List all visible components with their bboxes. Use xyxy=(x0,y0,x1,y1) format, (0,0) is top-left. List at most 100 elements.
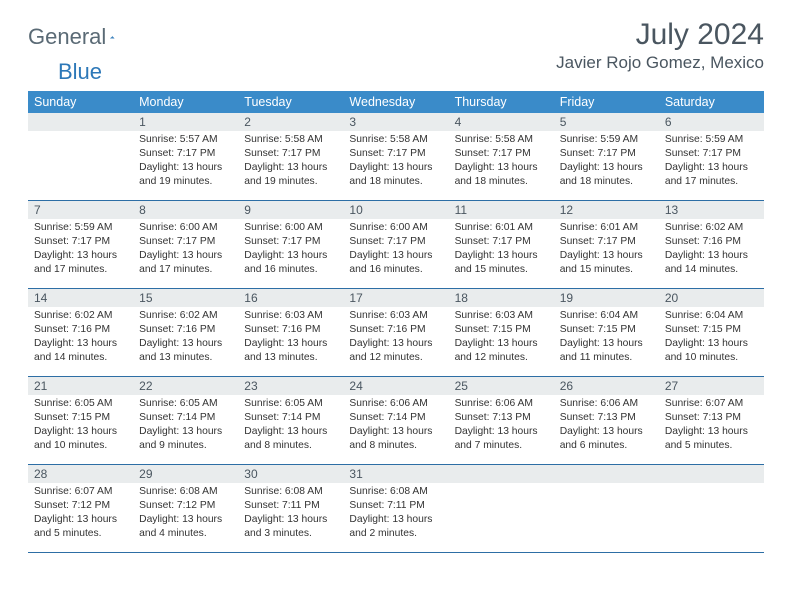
brand-logo: General xyxy=(28,24,138,50)
daylight-text-1: Daylight: 13 hours xyxy=(665,425,758,439)
day-number: 13 xyxy=(659,201,764,219)
sunrise-text: Sunrise: 6:06 AM xyxy=(349,397,442,411)
daylight-text-1: Daylight: 13 hours xyxy=(244,425,337,439)
calendar-table: Sunday Monday Tuesday Wednesday Thursday… xyxy=(28,91,764,553)
daylight-text-1: Daylight: 13 hours xyxy=(34,425,127,439)
sunset-text: Sunset: 7:13 PM xyxy=(560,411,653,425)
day-details: Sunrise: 6:00 AMSunset: 7:17 PMDaylight:… xyxy=(133,219,238,281)
daylight-text-2: and 16 minutes. xyxy=(244,263,337,277)
sunset-text: Sunset: 7:15 PM xyxy=(560,323,653,337)
daylight-text-1: Daylight: 13 hours xyxy=(560,249,653,263)
day-details: Sunrise: 6:05 AMSunset: 7:14 PMDaylight:… xyxy=(238,395,343,457)
calendar-day-cell: 6Sunrise: 5:59 AMSunset: 7:17 PMDaylight… xyxy=(659,113,764,201)
daylight-text-1: Daylight: 13 hours xyxy=(139,249,232,263)
day-details: Sunrise: 6:04 AMSunset: 7:15 PMDaylight:… xyxy=(659,307,764,369)
calendar-day-cell: 27Sunrise: 6:07 AMSunset: 7:13 PMDayligh… xyxy=(659,377,764,465)
sunrise-text: Sunrise: 6:00 AM xyxy=(139,221,232,235)
daylight-text-2: and 18 minutes. xyxy=(349,175,442,189)
weekday-header: Sunday xyxy=(28,91,133,113)
day-details: Sunrise: 6:05 AMSunset: 7:15 PMDaylight:… xyxy=(28,395,133,457)
day-number: 18 xyxy=(449,289,554,307)
sunset-text: Sunset: 7:17 PM xyxy=(34,235,127,249)
day-number: 23 xyxy=(238,377,343,395)
day-details: Sunrise: 6:06 AMSunset: 7:14 PMDaylight:… xyxy=(343,395,448,457)
day-details: Sunrise: 6:05 AMSunset: 7:14 PMDaylight:… xyxy=(133,395,238,457)
sunset-text: Sunset: 7:14 PM xyxy=(139,411,232,425)
sunset-text: Sunset: 7:17 PM xyxy=(139,235,232,249)
calendar-day-cell: 15Sunrise: 6:02 AMSunset: 7:16 PMDayligh… xyxy=(133,289,238,377)
daylight-text-2: and 15 minutes. xyxy=(455,263,548,277)
daylight-text-2: and 14 minutes. xyxy=(34,351,127,365)
daylight-text-1: Daylight: 13 hours xyxy=(455,161,548,175)
calendar-day-cell: 9Sunrise: 6:00 AMSunset: 7:17 PMDaylight… xyxy=(238,201,343,289)
calendar-day-cell: 8Sunrise: 6:00 AMSunset: 7:17 PMDaylight… xyxy=(133,201,238,289)
calendar-day-cell xyxy=(659,465,764,553)
sunrise-text: Sunrise: 5:58 AM xyxy=(244,133,337,147)
day-details: Sunrise: 5:58 AMSunset: 7:17 PMDaylight:… xyxy=(449,131,554,193)
sunrise-text: Sunrise: 6:06 AM xyxy=(455,397,548,411)
day-number: 11 xyxy=(449,201,554,219)
weekday-header-row: Sunday Monday Tuesday Wednesday Thursday… xyxy=(28,91,764,113)
daylight-text-2: and 18 minutes. xyxy=(455,175,548,189)
sunrise-text: Sunrise: 6:01 AM xyxy=(455,221,548,235)
daylight-text-2: and 12 minutes. xyxy=(349,351,442,365)
day-details: Sunrise: 6:08 AMSunset: 7:11 PMDaylight:… xyxy=(238,483,343,545)
sunset-text: Sunset: 7:17 PM xyxy=(244,147,337,161)
calendar-day-cell: 5Sunrise: 5:59 AMSunset: 7:17 PMDaylight… xyxy=(554,113,659,201)
sunrise-text: Sunrise: 6:02 AM xyxy=(34,309,127,323)
calendar-day-cell xyxy=(554,465,659,553)
calendar-day-cell: 19Sunrise: 6:04 AMSunset: 7:15 PMDayligh… xyxy=(554,289,659,377)
day-number: 1 xyxy=(133,113,238,131)
daylight-text-1: Daylight: 13 hours xyxy=(560,425,653,439)
daylight-text-1: Daylight: 13 hours xyxy=(244,513,337,527)
sunset-text: Sunset: 7:13 PM xyxy=(455,411,548,425)
sunset-text: Sunset: 7:15 PM xyxy=(665,323,758,337)
calendar-day-cell: 14Sunrise: 6:02 AMSunset: 7:16 PMDayligh… xyxy=(28,289,133,377)
sunrise-text: Sunrise: 6:03 AM xyxy=(244,309,337,323)
day-details: Sunrise: 6:02 AMSunset: 7:16 PMDaylight:… xyxy=(659,219,764,281)
calendar-day-cell: 23Sunrise: 6:05 AMSunset: 7:14 PMDayligh… xyxy=(238,377,343,465)
daylight-text-2: and 10 minutes. xyxy=(34,439,127,453)
calendar-day-cell: 21Sunrise: 6:05 AMSunset: 7:15 PMDayligh… xyxy=(28,377,133,465)
calendar-day-cell: 18Sunrise: 6:03 AMSunset: 7:15 PMDayligh… xyxy=(449,289,554,377)
title-month: July 2024 xyxy=(556,18,764,51)
calendar-day-cell: 12Sunrise: 6:01 AMSunset: 7:17 PMDayligh… xyxy=(554,201,659,289)
daylight-text-1: Daylight: 13 hours xyxy=(665,249,758,263)
sunrise-text: Sunrise: 5:59 AM xyxy=(665,133,758,147)
day-number: 2 xyxy=(238,113,343,131)
daylight-text-2: and 17 minutes. xyxy=(139,263,232,277)
day-number: 7 xyxy=(28,201,133,219)
day-details: Sunrise: 5:58 AMSunset: 7:17 PMDaylight:… xyxy=(343,131,448,193)
sunset-text: Sunset: 7:17 PM xyxy=(139,147,232,161)
sunset-text: Sunset: 7:17 PM xyxy=(455,235,548,249)
title-block: July 2024 Javier Rojo Gomez, Mexico xyxy=(556,18,764,73)
sunset-text: Sunset: 7:16 PM xyxy=(665,235,758,249)
daylight-text-2: and 11 minutes. xyxy=(560,351,653,365)
sunrise-text: Sunrise: 5:59 AM xyxy=(560,133,653,147)
daylight-text-2: and 17 minutes. xyxy=(665,175,758,189)
day-number: 30 xyxy=(238,465,343,483)
sunset-text: Sunset: 7:13 PM xyxy=(665,411,758,425)
daylight-text-2: and 5 minutes. xyxy=(665,439,758,453)
calendar-week-row: 7Sunrise: 5:59 AMSunset: 7:17 PMDaylight… xyxy=(28,201,764,289)
day-number-empty xyxy=(554,465,659,483)
day-details: Sunrise: 6:00 AMSunset: 7:17 PMDaylight:… xyxy=(238,219,343,281)
sunset-text: Sunset: 7:16 PM xyxy=(34,323,127,337)
daylight-text-1: Daylight: 13 hours xyxy=(244,161,337,175)
daylight-text-1: Daylight: 13 hours xyxy=(349,513,442,527)
calendar-week-row: 21Sunrise: 6:05 AMSunset: 7:15 PMDayligh… xyxy=(28,377,764,465)
daylight-text-1: Daylight: 13 hours xyxy=(349,249,442,263)
day-number: 26 xyxy=(554,377,659,395)
sunrise-text: Sunrise: 6:04 AM xyxy=(665,309,758,323)
day-number: 20 xyxy=(659,289,764,307)
daylight-text-1: Daylight: 13 hours xyxy=(139,425,232,439)
daylight-text-2: and 19 minutes. xyxy=(244,175,337,189)
calendar-day-cell: 30Sunrise: 6:08 AMSunset: 7:11 PMDayligh… xyxy=(238,465,343,553)
day-details: Sunrise: 6:03 AMSunset: 7:16 PMDaylight:… xyxy=(343,307,448,369)
day-details: Sunrise: 6:00 AMSunset: 7:17 PMDaylight:… xyxy=(343,219,448,281)
calendar-day-cell: 16Sunrise: 6:03 AMSunset: 7:16 PMDayligh… xyxy=(238,289,343,377)
sunrise-text: Sunrise: 6:04 AM xyxy=(560,309,653,323)
sunrise-text: Sunrise: 6:00 AM xyxy=(244,221,337,235)
daylight-text-1: Daylight: 13 hours xyxy=(560,161,653,175)
title-location: Javier Rojo Gomez, Mexico xyxy=(556,53,764,73)
